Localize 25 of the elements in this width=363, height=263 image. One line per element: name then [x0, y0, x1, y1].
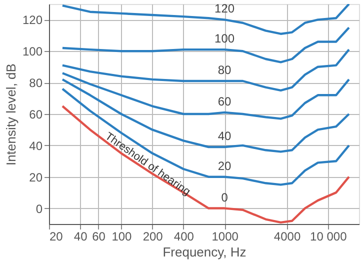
series-label: 100 — [214, 32, 235, 46]
x-tick-label: 100 — [112, 230, 132, 244]
x-tick-label: 40 — [74, 230, 88, 244]
series-label: 120 — [214, 2, 235, 16]
y-axis-title: Intensity level, dB — [3, 64, 18, 166]
x-tick-label: 200 — [142, 230, 164, 244]
x-tick-label: 10 000 — [310, 230, 348, 244]
x-axis-title: Frequency, Hz — [162, 244, 246, 260]
x-tick-label: 400 — [174, 230, 194, 244]
y-tick-label: 0 — [36, 202, 43, 216]
y-tick-label: 80 — [29, 76, 43, 90]
series-label: 80 — [218, 63, 232, 77]
series-label: 60 — [218, 94, 232, 108]
x-tick-label: 60 — [92, 230, 106, 244]
series-label: 40 — [218, 129, 232, 143]
x-tick-label: 4000 — [274, 230, 301, 244]
x-tick-label: 1000 — [212, 230, 239, 244]
y-tick-label: 100 — [22, 44, 43, 59]
x-tick-label: 20 — [50, 230, 64, 244]
y-tick-label: 120 — [22, 13, 43, 28]
series-label: 20 — [218, 158, 232, 173]
series-label: 0 — [221, 190, 228, 204]
y-tick-label: 40 — [29, 138, 43, 153]
y-tick-label: 20 — [29, 170, 43, 184]
y-tick-label: 60 — [29, 108, 43, 122]
